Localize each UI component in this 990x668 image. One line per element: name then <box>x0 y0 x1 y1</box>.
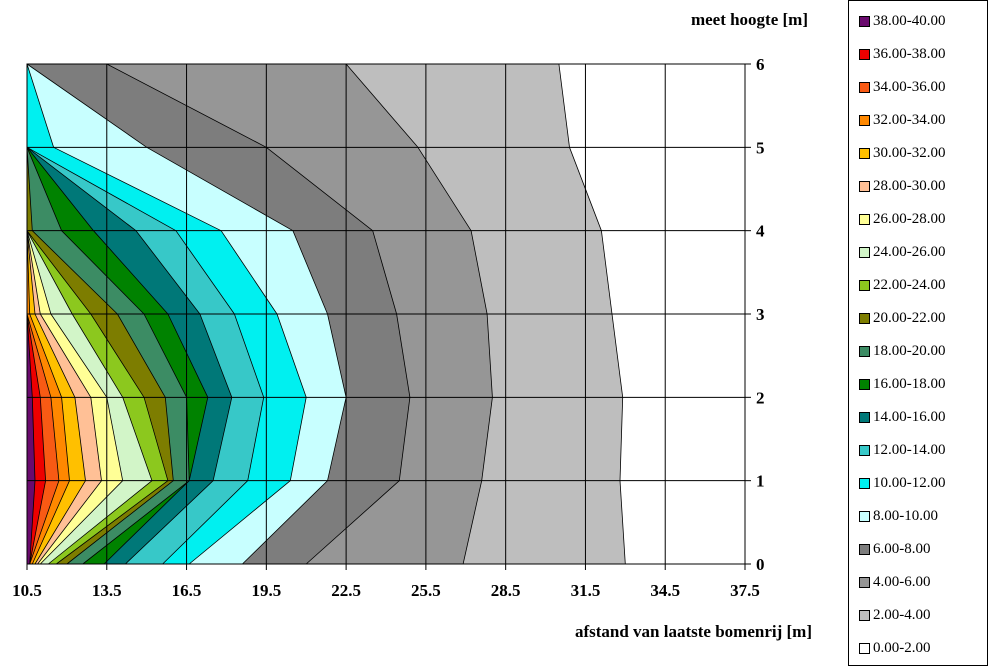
legend-item: 16.00-18.00 <box>859 374 946 394</box>
legend-swatch <box>859 147 870 159</box>
legend-item: 10.00-12.00 <box>859 473 946 493</box>
x-tick-label: 13.5 <box>92 581 122 600</box>
legend-swatch <box>859 411 870 423</box>
legend-label: 2.00-4.00 <box>873 606 931 623</box>
legend: 38.00-40.00 36.00-38.00 34.00-36.00 32.00-3… <box>848 0 988 666</box>
legend-swatch <box>859 15 870 27</box>
legend-item: 26.00-28.00 <box>859 209 946 229</box>
legend-swatch <box>859 477 870 489</box>
legend-label: 36.00-38.00 <box>873 45 946 62</box>
y-axis-ticks: 0 1 2 3 4 5 6 <box>745 55 765 574</box>
legend-label: 30.00-32.00 <box>873 144 946 161</box>
x-tick-label: 28.5 <box>491 581 521 600</box>
legend-label: 32.00-34.00 <box>873 111 946 128</box>
x-tick-label: 37.5 <box>730 581 760 600</box>
legend-item: 24.00-26.00 <box>859 242 946 262</box>
y-axis-title: meet hoogte [m] <box>690 10 808 29</box>
x-tick-label: 19.5 <box>251 581 281 600</box>
legend-swatch <box>859 510 870 522</box>
x-tick-label: 10.5 <box>12 581 42 600</box>
x-tick-label: 25.5 <box>411 581 441 600</box>
legend-swatch <box>859 543 870 555</box>
legend-label: 38.00-40.00 <box>873 12 946 29</box>
legend-item: 6.00-8.00 <box>859 539 931 559</box>
x-tick-label: 31.5 <box>571 581 601 600</box>
legend-item: 28.00-30.00 <box>859 176 946 196</box>
legend-item: 12.00-14.00 <box>859 440 946 460</box>
legend-label: 8.00-10.00 <box>873 507 938 524</box>
legend-item: 34.00-36.00 <box>859 77 946 97</box>
legend-swatch <box>859 642 870 654</box>
legend-item: 22.00-24.00 <box>859 275 946 295</box>
legend-label: 20.00-22.00 <box>873 309 946 326</box>
legend-item: 4.00-6.00 <box>859 572 931 592</box>
legend-swatch <box>859 576 870 588</box>
legend-label: 6.00-8.00 <box>873 540 931 557</box>
legend-item: 18.00-20.00 <box>859 341 946 361</box>
legend-swatch <box>859 609 870 621</box>
legend-item: 38.00-40.00 <box>859 11 946 31</box>
y-tick-label: 3 <box>756 305 765 324</box>
contour-chart: 10.5 13.5 16.5 19.5 22.5 25.5 28.5 31.5 34.5 37.5… <box>12 55 765 600</box>
x-tick-label: 22.5 <box>331 581 361 600</box>
x-axis-title: afstand van laatste bomenrij [m] <box>574 622 812 641</box>
legend-label: 16.00-18.00 <box>873 375 946 392</box>
legend-swatch <box>859 312 870 324</box>
legend-swatch <box>859 180 870 192</box>
legend-swatch <box>859 81 870 93</box>
legend-item: 36.00-38.00 <box>859 44 946 64</box>
x-tick-label: 34.5 <box>650 581 680 600</box>
x-tick-label: 16.5 <box>172 581 202 600</box>
y-tick-label: 4 <box>756 222 765 241</box>
legend-item: 8.00-10.00 <box>859 506 938 526</box>
y-tick-label: 5 <box>756 138 765 157</box>
legend-swatch <box>859 48 870 60</box>
legend-label: 34.00-36.00 <box>873 78 946 95</box>
legend-label: 24.00-26.00 <box>873 243 946 260</box>
legend-item: 20.00-22.00 <box>859 308 946 328</box>
legend-item: 2.00-4.00 <box>859 605 931 625</box>
x-axis-ticks: 10.5 13.5 16.5 19.5 22.5 25.5 28.5 31.5 34.5 37.5 <box>12 564 760 600</box>
legend-label: 26.00-28.00 <box>873 210 946 227</box>
y-tick-label: 0 <box>756 555 765 574</box>
legend-swatch <box>859 378 870 390</box>
legend-swatch <box>859 279 870 291</box>
legend-label: 4.00-6.00 <box>873 573 931 590</box>
legend-label: 28.00-30.00 <box>873 177 946 194</box>
legend-item: 0.00-2.00 <box>859 638 931 658</box>
y-tick-label: 2 <box>756 388 765 407</box>
legend-label: 0.00-2.00 <box>873 639 931 656</box>
legend-swatch <box>859 246 870 258</box>
legend-label: 22.00-24.00 <box>873 276 946 293</box>
legend-item: 32.00-34.00 <box>859 110 946 130</box>
legend-swatch <box>859 444 870 456</box>
legend-label: 18.00-20.00 <box>873 342 946 359</box>
legend-item: 14.00-16.00 <box>859 407 946 427</box>
legend-label: 12.00-14.00 <box>873 441 946 458</box>
legend-label: 10.00-12.00 <box>873 474 946 491</box>
legend-swatch <box>859 213 870 225</box>
y-tick-label: 1 <box>756 472 765 491</box>
y-tick-label: 6 <box>756 55 765 74</box>
legend-item: 30.00-32.00 <box>859 143 946 163</box>
legend-swatch <box>859 345 870 357</box>
legend-swatch <box>859 114 870 126</box>
legend-label: 14.00-16.00 <box>873 408 946 425</box>
